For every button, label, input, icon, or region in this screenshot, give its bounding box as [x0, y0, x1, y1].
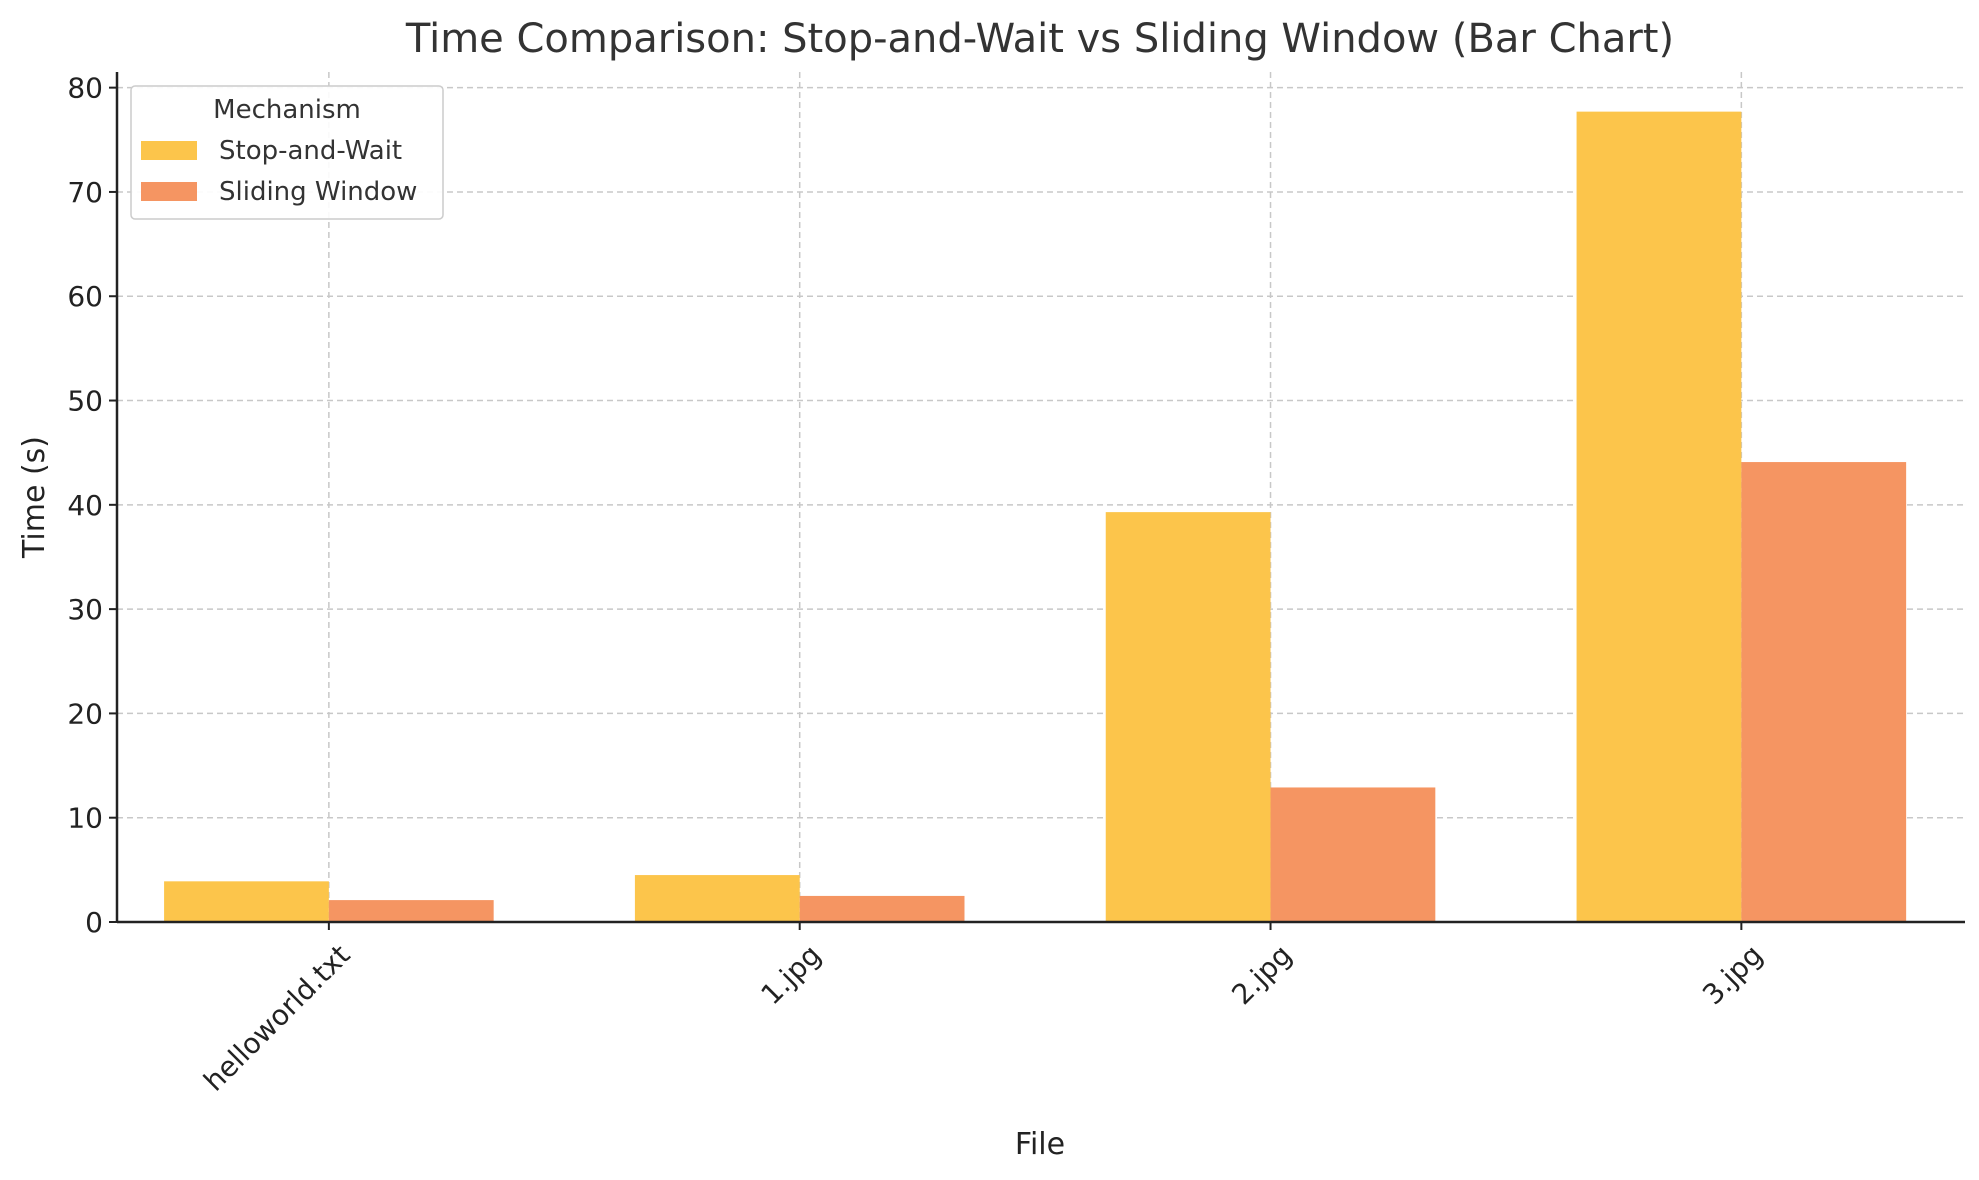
bars [164, 111, 1907, 923]
y-tick-label-50: 50 [67, 385, 103, 418]
axes [115, 72, 1965, 924]
x-tick-label-helloworld-txt: helloworld.txt [197, 938, 356, 1097]
y-tick-label-10: 10 [67, 802, 103, 835]
y-tick-label-80: 80 [67, 72, 103, 105]
y-tick-label-70: 70 [67, 176, 103, 209]
y-tick-label-0: 0 [85, 906, 103, 939]
bar-sliding-window-helloworld-txt [328, 900, 494, 922]
legend-label-sliding-window: Sliding Window [219, 177, 417, 207]
bar-stop-and-wait-1-jpg [634, 875, 800, 922]
bar-sliding-window-2-jpg [1270, 787, 1436, 922]
y-tick-label-40: 40 [67, 489, 103, 522]
legend-swatch-sliding-window [141, 182, 197, 201]
bar-stop-and-wait-2-jpg [1105, 512, 1271, 922]
x-tick-label-1-jpg: 1.jpg [754, 938, 827, 1011]
y-tick-label-60: 60 [67, 280, 103, 313]
legend-label-stop-and-wait: Stop-and-Wait [219, 136, 402, 166]
chart-title: Time Comparison: Stop-and-Wait vs Slidin… [405, 16, 1674, 62]
x-ticks: helloworld.txt 1.jpg 2.jpg 3.jpg [197, 922, 1769, 1098]
bar-stop-and-wait-3-jpg [1576, 111, 1742, 923]
legend-box [130, 85, 444, 220]
legend-title: Mechanism [213, 95, 361, 125]
y-axis-label: Time (s) [17, 436, 52, 559]
x-tick-label-3-jpg: 3.jpg [1696, 938, 1769, 1011]
legend: Mechanism Stop-and-Wait Sliding Window [130, 85, 444, 220]
bar-sliding-window-1-jpg [799, 895, 965, 922]
bar-sliding-window-3-jpg [1741, 462, 1907, 922]
bar-stop-and-wait-helloworld-txt [164, 881, 329, 922]
y-tick-label-20: 20 [67, 697, 103, 730]
y-ticks: 0 10 20 30 40 50 60 70 80 [67, 72, 117, 939]
y-tick-label-30: 30 [67, 593, 103, 626]
x-axis-label: File [1015, 1127, 1065, 1162]
x-tick-label-2-jpg: 2.jpg [1225, 938, 1298, 1011]
legend-swatch-stop-and-wait [141, 141, 197, 160]
